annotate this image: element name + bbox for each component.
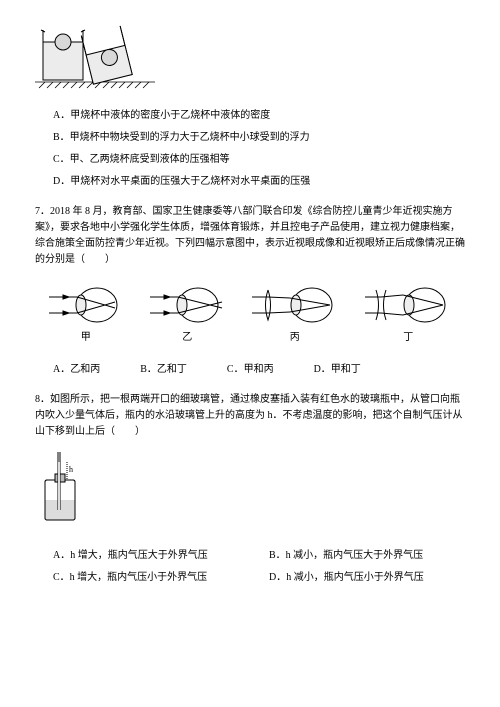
q7-text: 7．2018 年 8 月，教育部、国家卫生健康委等八部门联合印发《综合防控儿童青… xyxy=(35,204,465,268)
svg-text:h: h xyxy=(69,465,73,474)
q6-option-b: B．甲烧杯中物块受到的浮力大于乙烧杯中小球受到的浮力 xyxy=(53,130,465,146)
q8-figure: h xyxy=(35,450,465,536)
q8-option-b: B．h 减小，瓶内气压大于外界气压 xyxy=(269,548,465,564)
eye-diagram-3 xyxy=(250,284,340,326)
q7-option-d: D．甲和丁 xyxy=(314,362,361,378)
eye-diagram-4 xyxy=(363,284,453,326)
eye-label-4: 丁 xyxy=(403,330,413,346)
q8-text: 8．如图所示，把一根两端开口的细玻璃管，通过橡皮塞插入装有红色水的玻璃瓶中，从管… xyxy=(35,392,465,440)
q6-figure xyxy=(35,20,465,96)
q7-option-a: A．乙和丙 xyxy=(53,362,100,378)
eye-diagram-2 xyxy=(148,284,226,326)
q8-option-a: A．h 增大，瓶内气压大于外界气压 xyxy=(53,548,249,564)
q6-option-d: D．甲烧杯对水平桌面的压强大于乙烧杯对水平桌面的压强 xyxy=(53,174,465,190)
bottle-barometer-svg: h xyxy=(35,450,85,530)
q8-option-d: D．h 减小，瓶内气压小于外界气压 xyxy=(269,570,465,586)
q8-option-c: C．h 增大，瓶内气压小于外界气压 xyxy=(53,570,249,586)
q7-option-b: B．乙和丁 xyxy=(140,362,187,378)
q7-option-c: C．甲和丙 xyxy=(227,362,274,378)
q6-option-c: C．甲、乙两烧杯底受到液体的压强相等 xyxy=(53,152,465,168)
eye-label-3: 丙 xyxy=(290,330,300,346)
q8-options: A．h 增大，瓶内气压大于外界气压 B．h 减小，瓶内气压大于外界气压 C．h … xyxy=(53,548,465,586)
eye-diagram-1 xyxy=(47,284,125,326)
eye-label-2: 乙 xyxy=(182,330,192,346)
q6-options: A．甲烧杯中液体的密度小于乙烧杯中液体的密度 B．甲烧杯中物块受到的浮力大于乙烧… xyxy=(53,108,465,190)
q7-options: A．乙和丙 B．乙和丁 C．甲和丙 D．甲和丁 xyxy=(53,362,465,378)
q7-diagrams: 甲 乙 丙 xyxy=(35,284,465,346)
eye-label-1: 甲 xyxy=(81,330,91,346)
q6-option-a: A．甲烧杯中液体的密度小于乙烧杯中液体的密度 xyxy=(53,108,465,124)
beakers-svg xyxy=(35,20,155,90)
